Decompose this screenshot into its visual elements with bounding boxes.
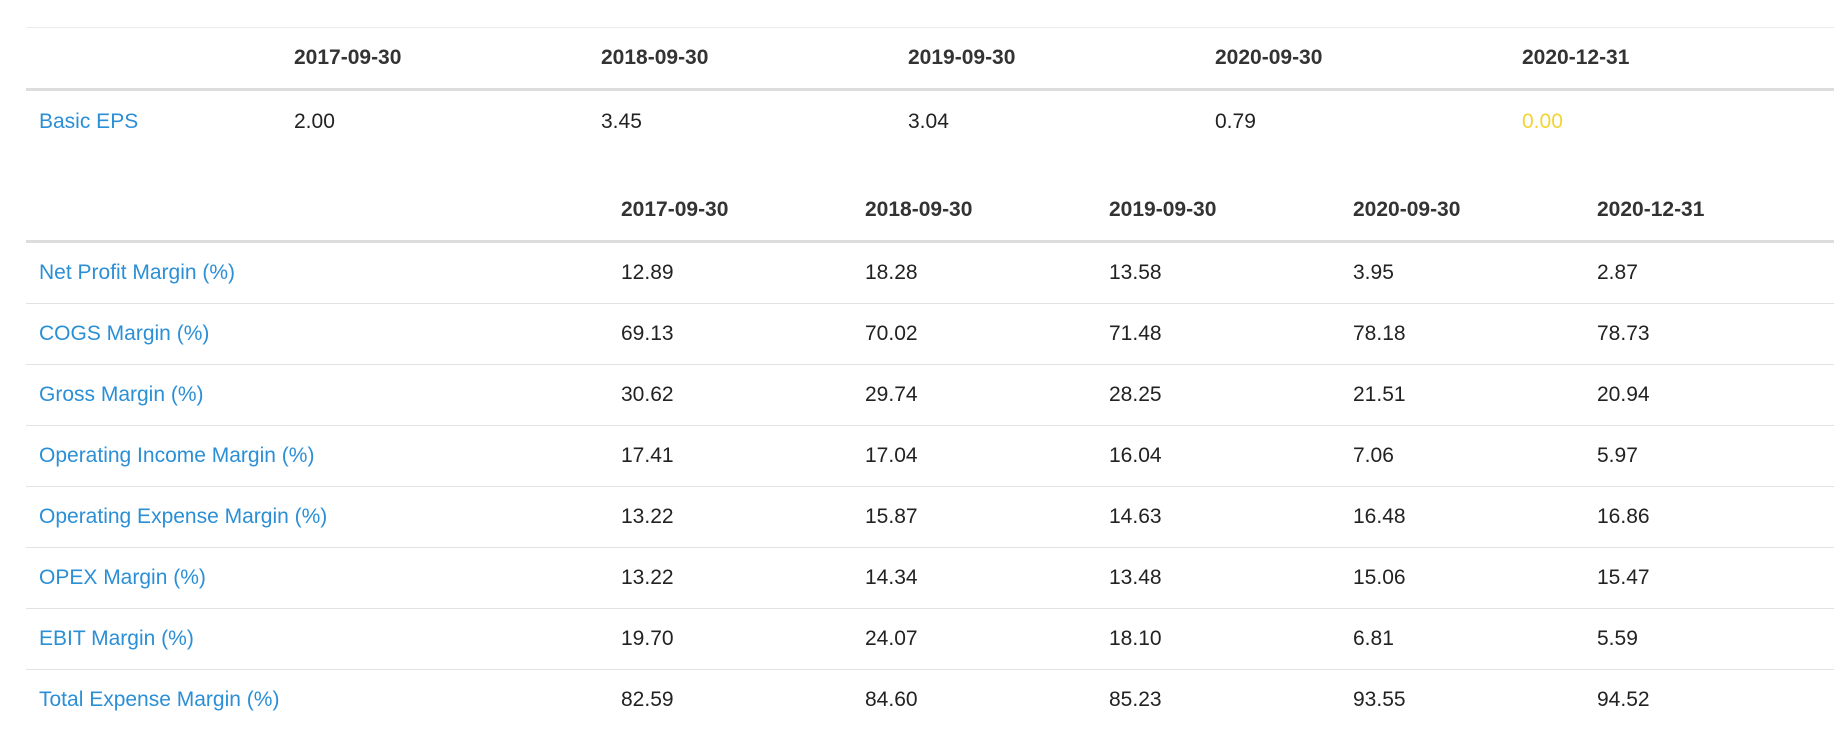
table-row: Operating Income Margin (%) 17.41 17.04 … (26, 426, 1834, 487)
margin-column-header: 2018-09-30 (865, 180, 1109, 242)
table-cell: 13.22 (621, 487, 865, 548)
row-label-cell: EBIT Margin (%) (26, 609, 621, 670)
cogs-margin-link[interactable]: COGS Margin (%) (39, 322, 209, 345)
operating-expense-margin-link[interactable]: Operating Expense Margin (%) (39, 505, 327, 528)
table-cell: 3.45 (601, 90, 908, 154)
table-cell: 29.74 (865, 365, 1109, 426)
row-label-cell: Total Expense Margin (%) (26, 670, 621, 730)
table-cell: 84.60 (865, 670, 1109, 730)
table-cell: 20.94 (1597, 365, 1834, 426)
table-cell: 0.79 (1215, 90, 1522, 154)
table-cell: 5.59 (1597, 609, 1834, 670)
margin-column-header: 2020-12-31 (1597, 180, 1834, 242)
eps-header-label-column (26, 28, 294, 90)
table-cell: 14.34 (865, 548, 1109, 609)
table-cell: 3.95 (1353, 242, 1597, 304)
margin-column-header: 2020-09-30 (1353, 180, 1597, 242)
eps-table: 2017-09-30 2018-09-30 2019-09-30 2020-09… (26, 28, 1834, 153)
table-cell: 7.06 (1353, 426, 1597, 487)
margin-table: 2017-09-30 2018-09-30 2019-09-30 2020-09… (26, 180, 1834, 730)
table-cell: 6.81 (1353, 609, 1597, 670)
total-expense-margin-link[interactable]: Total Expense Margin (%) (39, 688, 279, 711)
row-label-cell: Basic EPS (26, 90, 294, 154)
net-profit-margin-link[interactable]: Net Profit Margin (%) (39, 261, 235, 284)
table-cell: 82.59 (621, 670, 865, 730)
eps-column-header: 2018-09-30 (601, 28, 908, 90)
table-cell: 16.04 (1109, 426, 1353, 487)
table-cell: 13.58 (1109, 242, 1353, 304)
table-cell: 15.06 (1353, 548, 1597, 609)
table-cell: 78.73 (1597, 304, 1834, 365)
table-cell: 13.48 (1109, 548, 1353, 609)
table-cell: 17.41 (621, 426, 865, 487)
gross-margin-link[interactable]: Gross Margin (%) (39, 383, 204, 406)
table-cell: 28.25 (1109, 365, 1353, 426)
eps-column-header: 2019-09-30 (908, 28, 1215, 90)
row-label-cell: Operating Expense Margin (%) (26, 487, 621, 548)
table-cell: 5.97 (1597, 426, 1834, 487)
eps-table-header-row: 2017-09-30 2018-09-30 2019-09-30 2020-09… (26, 28, 1834, 90)
row-label-cell: COGS Margin (%) (26, 304, 621, 365)
table-row: Basic EPS 2.00 3.45 3.04 0.79 0.00 (26, 90, 1834, 154)
eps-column-header: 2017-09-30 (294, 28, 601, 90)
table-cell: 70.02 (865, 304, 1109, 365)
table-cell: 71.48 (1109, 304, 1353, 365)
table-cell: 14.63 (1109, 487, 1353, 548)
opex-margin-link[interactable]: OPEX Margin (%) (39, 566, 206, 589)
table-cell: 15.87 (865, 487, 1109, 548)
basic-eps-link[interactable]: Basic EPS (39, 110, 138, 133)
margin-header-label-column (26, 180, 621, 242)
margin-table-header-row: 2017-09-30 2018-09-30 2019-09-30 2020-09… (26, 180, 1834, 242)
table-cell-zero: 0.00 (1522, 90, 1834, 154)
table-row: Net Profit Margin (%) 12.89 18.28 13.58 … (26, 242, 1834, 304)
table-cell: 19.70 (621, 609, 865, 670)
margin-column-header: 2019-09-30 (1109, 180, 1353, 242)
table-cell: 18.28 (865, 242, 1109, 304)
eps-column-header: 2020-09-30 (1215, 28, 1522, 90)
table-row: EBIT Margin (%) 19.70 24.07 18.10 6.81 5… (26, 609, 1834, 670)
table-cell: 17.04 (865, 426, 1109, 487)
table-cell: 69.13 (621, 304, 865, 365)
table-cell: 2.87 (1597, 242, 1834, 304)
table-cell: 3.04 (908, 90, 1215, 154)
table-row: COGS Margin (%) 69.13 70.02 71.48 78.18 … (26, 304, 1834, 365)
table-row: Gross Margin (%) 30.62 29.74 28.25 21.51… (26, 365, 1834, 426)
table-cell: 85.23 (1109, 670, 1353, 730)
operating-income-margin-link[interactable]: Operating Income Margin (%) (39, 444, 314, 467)
table-cell: 12.89 (621, 242, 865, 304)
row-label-cell: Gross Margin (%) (26, 365, 621, 426)
margin-column-header: 2017-09-30 (621, 180, 865, 242)
table-row: OPEX Margin (%) 13.22 14.34 13.48 15.06 … (26, 548, 1834, 609)
table-cell: 13.22 (621, 548, 865, 609)
table-cell: 94.52 (1597, 670, 1834, 730)
table-row: Total Expense Margin (%) 82.59 84.60 85.… (26, 670, 1834, 730)
table-cell: 93.55 (1353, 670, 1597, 730)
table-cell: 16.48 (1353, 487, 1597, 548)
ebit-margin-link[interactable]: EBIT Margin (%) (39, 627, 194, 650)
table-cell: 2.00 (294, 90, 601, 154)
table-cell: 16.86 (1597, 487, 1834, 548)
table-cell: 78.18 (1353, 304, 1597, 365)
table-row: Operating Expense Margin (%) 13.22 15.87… (26, 487, 1834, 548)
eps-column-header: 2020-12-31 (1522, 28, 1834, 90)
row-label-cell: Net Profit Margin (%) (26, 242, 621, 304)
row-label-cell: Operating Income Margin (%) (26, 426, 621, 487)
table-cell: 15.47 (1597, 548, 1834, 609)
table-cell: 24.07 (865, 609, 1109, 670)
table-cell: 18.10 (1109, 609, 1353, 670)
table-cell: 21.51 (1353, 365, 1597, 426)
table-cell: 30.62 (621, 365, 865, 426)
row-label-cell: OPEX Margin (%) (26, 548, 621, 609)
